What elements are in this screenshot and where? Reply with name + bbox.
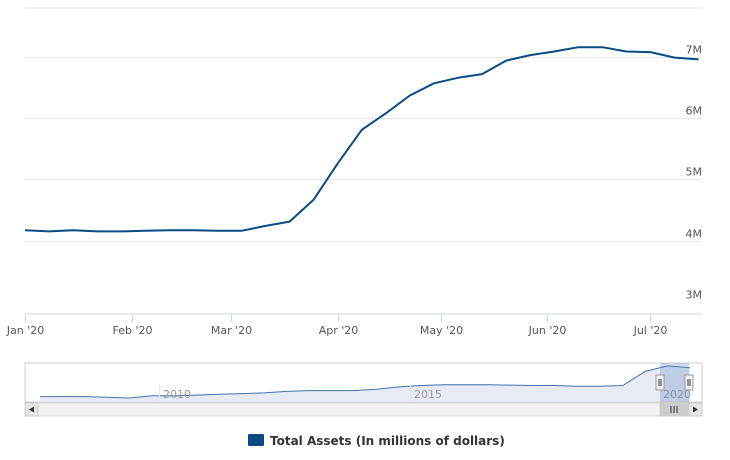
- series-line-total-assets: [24, 46, 699, 233]
- data-point[interactable]: [22, 227, 28, 233]
- navigator-label: 2010: [163, 388, 191, 401]
- y-tick-label: 4M: [686, 228, 703, 241]
- grid-lines: [25, 7, 702, 242]
- legend-swatch: [248, 434, 264, 446]
- data-point[interactable]: [672, 55, 678, 61]
- x-axis-labels: Jan '20 Feb '20 Mar '20 Apr '20 May '20 Jun '…: [6, 324, 668, 337]
- legend[interactable]: Total Assets (In millions of dollars): [248, 434, 505, 448]
- y-axis-labels: 3M 4M 5M 6M 7M: [686, 44, 703, 302]
- arrow-right-icon: [693, 406, 698, 413]
- data-point[interactable]: [311, 197, 317, 203]
- data-point[interactable]: [431, 80, 437, 86]
- y-tick-label: 3M: [686, 289, 703, 302]
- data-point[interactable]: [383, 110, 389, 116]
- navigator-handle-right[interactable]: [684, 374, 694, 391]
- data-point[interactable]: [239, 228, 245, 234]
- x-tick-label: Jun '20: [528, 324, 567, 337]
- y-tick-label: 5M: [686, 166, 703, 179]
- scrollbar-track[interactable]: [24, 402, 703, 417]
- scrollbar-left-button[interactable]: [24, 402, 39, 417]
- data-point[interactable]: [287, 219, 293, 225]
- data-point[interactable]: [503, 58, 509, 64]
- data-point[interactable]: [599, 44, 605, 50]
- data-point[interactable]: [648, 49, 654, 55]
- x-tick-label: Apr '20: [319, 324, 359, 337]
- data-point[interactable]: [551, 49, 557, 55]
- navigator-series-area: [40, 365, 690, 401]
- data-point[interactable]: [214, 228, 220, 234]
- data-point[interactable]: [118, 228, 124, 234]
- scrollbar-thumb[interactable]: [659, 402, 690, 417]
- data-point[interactable]: [335, 160, 341, 166]
- data-point[interactable]: [623, 49, 629, 55]
- y-tick-label: 6M: [686, 105, 703, 118]
- x-tick-label: Jul '20: [633, 324, 668, 337]
- series-points: [22, 44, 702, 234]
- y-tick-label: 7M: [686, 44, 703, 57]
- arrow-left-icon: [29, 406, 34, 413]
- data-point[interactable]: [263, 223, 269, 229]
- data-point[interactable]: [142, 228, 148, 234]
- scrollbar-right-button[interactable]: [688, 402, 703, 417]
- x-tick-label: May '20: [420, 324, 463, 337]
- data-point[interactable]: [166, 227, 172, 233]
- data-point[interactable]: [455, 75, 461, 81]
- data-point[interactable]: [575, 44, 581, 50]
- data-point[interactable]: [70, 227, 76, 233]
- data-point[interactable]: [94, 228, 100, 234]
- navigator-label: 2015: [414, 388, 442, 401]
- x-axis-ticks: [25, 314, 651, 322]
- series-layer: [24, 46, 699, 233]
- x-tick-label: Mar '20: [211, 324, 252, 337]
- data-point[interactable]: [479, 71, 485, 77]
- data-point[interactable]: [190, 227, 196, 233]
- x-tick-label: Feb '20: [113, 324, 153, 337]
- navigator-handle-left[interactable]: [655, 374, 665, 391]
- navigator-mask-selected[interactable]: [660, 363, 689, 402]
- data-point[interactable]: [407, 93, 413, 99]
- data-point[interactable]: [696, 56, 702, 62]
- data-point[interactable]: [359, 127, 365, 133]
- x-tick-label: Jan '20: [6, 324, 44, 337]
- legend-label[interactable]: Total Assets (In millions of dollars): [270, 434, 505, 448]
- data-point[interactable]: [527, 52, 533, 58]
- navigator-series-line: [40, 365, 691, 399]
- data-point[interactable]: [46, 228, 52, 234]
- scrollbar[interactable]: [24, 402, 703, 417]
